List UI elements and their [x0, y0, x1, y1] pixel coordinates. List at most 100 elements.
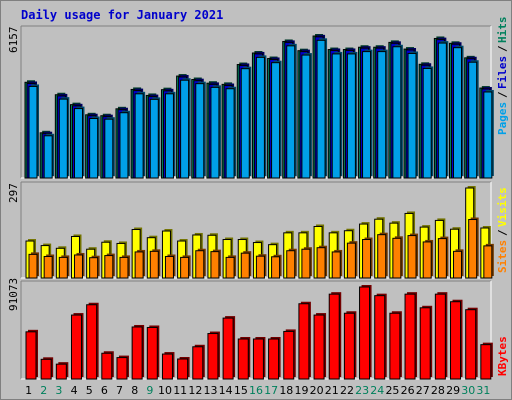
- bar-kbytes-day-22: [343, 312, 355, 380]
- bar-kbytes-day-13: [207, 333, 219, 380]
- bar-kbytes-day-2: [40, 358, 52, 380]
- bar-sites-day-31: [483, 245, 493, 279]
- bar-pages-day-23: [362, 51, 372, 179]
- y-max-label-top: 6157: [7, 27, 20, 54]
- bar-kbytes-day-28: [434, 293, 446, 380]
- bar-kbytes-day-25: [389, 312, 401, 380]
- day-label-22: 22: [340, 384, 354, 397]
- bar-sites-day-16: [255, 255, 265, 279]
- day-label-7: 7: [116, 384, 123, 397]
- day-label-14: 14: [219, 384, 233, 397]
- day-label-3: 3: [55, 384, 62, 397]
- bar-pages-day-26: [407, 52, 417, 179]
- bar-sites-day-4: [73, 254, 83, 279]
- bar-pages-day-12: [195, 83, 205, 179]
- bar-sites-day-22: [346, 242, 356, 279]
- bar-sites-day-28: [437, 238, 447, 279]
- bar-pages-day-28: [437, 42, 447, 179]
- day-label-27: 27: [416, 384, 430, 397]
- day-label-29: 29: [446, 384, 460, 397]
- day-label-6: 6: [101, 384, 108, 397]
- bar-pages-day-31: [483, 91, 493, 179]
- bar-pages-day-25: [392, 46, 402, 179]
- bar-kbytes-day-1: [25, 331, 37, 380]
- bar-kbytes-day-5: [86, 304, 98, 380]
- bar-sites-day-6: [104, 255, 114, 279]
- bar-sites-day-8: [134, 251, 144, 279]
- bar-pages-day-17: [271, 62, 281, 179]
- bar-kbytes-day-9: [146, 326, 158, 380]
- bar-kbytes-day-18: [283, 330, 295, 380]
- bar-pages-day-10: [164, 93, 174, 179]
- bar-kbytes-day-30: [465, 309, 477, 380]
- y-max-label-middle: 297: [7, 183, 20, 203]
- bar-pages-day-16: [255, 56, 265, 179]
- day-label-20: 20: [310, 384, 324, 397]
- bar-sites-day-12: [195, 250, 205, 279]
- chart-title: Daily usage for January 2021: [21, 8, 224, 22]
- legend-hits: Hits: [496, 17, 509, 44]
- legend-files-separator: /: [496, 45, 509, 52]
- bar-kbytes-day-17: [268, 338, 280, 380]
- day-label-16: 16: [249, 384, 263, 397]
- bar-sites-day-23: [362, 239, 372, 279]
- bar-kbytes-day-11: [177, 358, 189, 380]
- day-label-17: 17: [264, 384, 278, 397]
- day-label-15: 15: [234, 384, 248, 397]
- bar-sites-day-14: [225, 256, 235, 279]
- bar-sites-day-26: [407, 235, 417, 279]
- legend-sites: Sites: [496, 240, 509, 273]
- legend-sites-separator: /: [496, 229, 509, 236]
- legend-pages-separator: /: [496, 91, 509, 98]
- bar-pages-day-1: [28, 85, 38, 179]
- bar-sites-day-30: [468, 219, 478, 279]
- bar-pages-day-2: [43, 135, 53, 179]
- day-label-31: 31: [476, 384, 490, 397]
- day-label-4: 4: [71, 384, 78, 397]
- day-label-12: 12: [188, 384, 202, 397]
- day-label-26: 26: [401, 384, 415, 397]
- bar-sites-day-29: [453, 250, 463, 279]
- bar-pages-day-30: [468, 61, 478, 179]
- day-label-28: 28: [431, 384, 445, 397]
- bar-pages-day-4: [73, 108, 83, 179]
- bar-kbytes-day-3: [55, 363, 67, 380]
- bar-kbytes-day-20: [313, 314, 325, 380]
- bar-kbytes-day-12: [192, 346, 204, 380]
- bar-sites-day-27: [422, 241, 432, 279]
- bar-pages-day-24: [377, 51, 387, 179]
- day-label-9: 9: [146, 384, 153, 397]
- y-max-label-bottom: 91073: [7, 278, 20, 311]
- bar-pages-day-22: [346, 53, 356, 179]
- bar-pages-day-27: [422, 67, 432, 179]
- bar-pages-day-14: [225, 88, 235, 179]
- day-label-10: 10: [158, 384, 172, 397]
- bar-pages-day-19: [301, 54, 311, 179]
- bar-pages-day-15: [240, 68, 250, 179]
- bar-pages-day-20: [316, 39, 326, 179]
- day-label-11: 11: [173, 384, 187, 397]
- bar-kbytes-day-7: [116, 357, 128, 380]
- bar-kbytes-day-4: [70, 314, 82, 380]
- bar-pages-day-13: [210, 86, 220, 179]
- legend-files: Files: [496, 56, 509, 89]
- bar-sites-day-20: [316, 247, 326, 279]
- bar-sites-day-1: [28, 253, 38, 279]
- legend-visits: Visits: [496, 187, 509, 227]
- bar-sites-day-15: [240, 252, 250, 279]
- day-label-18: 18: [279, 384, 293, 397]
- bar-pages-day-11: [180, 79, 190, 179]
- day-label-24: 24: [370, 384, 384, 397]
- bar-kbytes-day-26: [404, 293, 416, 380]
- bar-kbytes-day-23: [359, 286, 371, 380]
- bar-kbytes-day-31: [480, 344, 492, 380]
- bar-sites-day-13: [210, 251, 220, 279]
- bar-pages-day-21: [331, 53, 341, 179]
- bar-sites-day-3: [58, 256, 68, 279]
- bar-pages-day-3: [58, 98, 68, 179]
- day-label-2: 2: [40, 384, 47, 397]
- bar-kbytes-day-27: [419, 307, 431, 380]
- day-label-25: 25: [385, 384, 399, 397]
- bar-sites-day-11: [180, 256, 190, 279]
